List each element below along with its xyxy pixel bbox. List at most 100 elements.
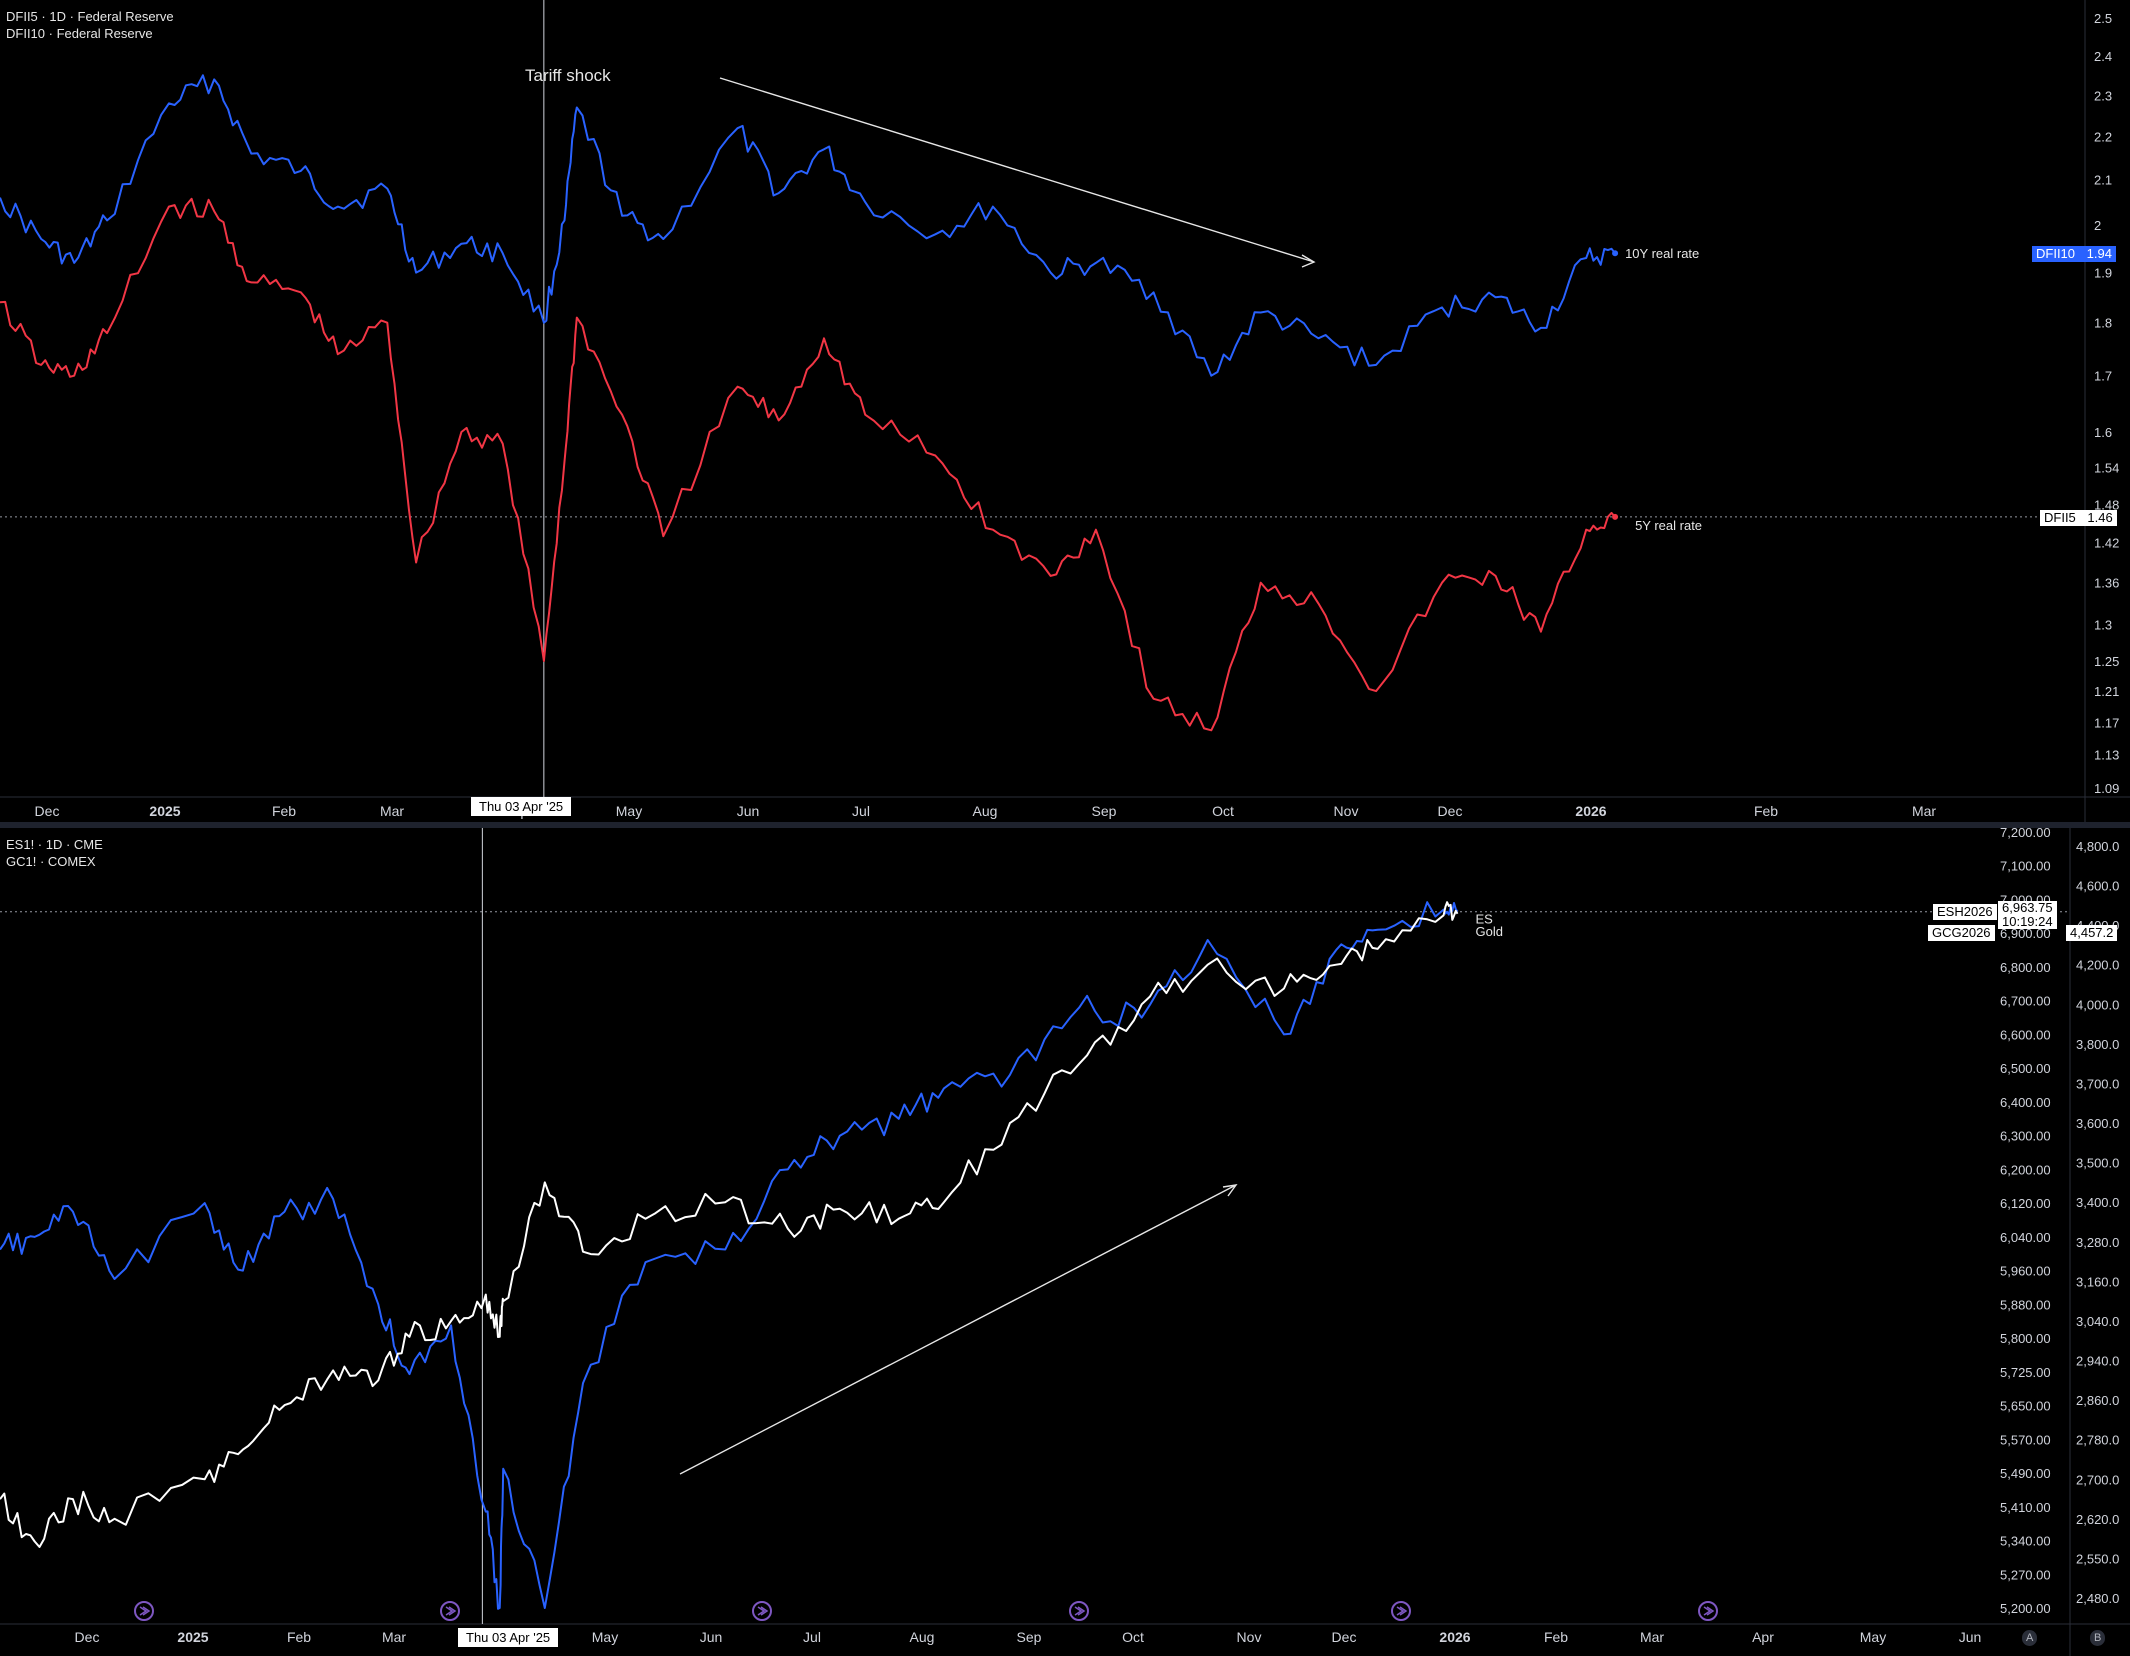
bottom-left-y-tick-23: 5,200.00 — [2000, 1601, 2051, 1616]
bottom-series-label-1: Gold — [1476, 924, 1503, 939]
bottom-x-tick-18: Jun — [1959, 1629, 1982, 1645]
bottom-right-y-tick-3: 4,200.0 — [2076, 958, 2119, 973]
dfii10-symbol: DFII10 — [2036, 246, 2076, 261]
top-x-tick-8: Aug — [973, 803, 998, 819]
bottom-right-y-tick-19: 2,480.0 — [2076, 1591, 2119, 1606]
bottom-x-tick-12: Dec — [1332, 1629, 1357, 1645]
legend-es: ES1! · 1D · CME — [6, 837, 103, 852]
series-line-es — [0, 901, 1459, 1610]
bottom-right-y-tick-6: 3,700.0 — [2076, 1076, 2119, 1091]
top-y-tick-0: 2.5 — [2094, 11, 2112, 26]
series-endpoint-1 — [1612, 513, 1619, 520]
event-marker-icon-3[interactable] — [1069, 1601, 1089, 1621]
bottom-left-y-tick-15: 5,800.00 — [2000, 1331, 2051, 1346]
bottom-series-label-0: ES — [1476, 912, 1494, 927]
bottom-right-y-tick-9: 3,400.0 — [2076, 1195, 2119, 1210]
series-line-dfii10 — [0, 74, 1616, 377]
bottom-right-y-tick-17: 2,620.0 — [2076, 1512, 2119, 1527]
dfii5-value: 1.46 — [2087, 510, 2113, 525]
bottom-left-y-tick-4: 6,800.00 — [2000, 960, 2051, 975]
top-y-tick-8: 1.7 — [2094, 369, 2112, 384]
bottom-crosshair-date: Thu 03 Apr '25 — [458, 1628, 559, 1647]
bottom-x-tick-10: Oct — [1122, 1629, 1144, 1645]
bottom-x-tick-14: Feb — [1544, 1629, 1568, 1645]
es-gold-chart[interactable]: 7,200.007,100.007,000.006,900.006,800.00… — [0, 828, 2130, 1656]
es-symbol-tag: ESH2026 — [1932, 903, 1998, 921]
bottom-left-y-tick-9: 6,300.00 — [2000, 1129, 2051, 1144]
top-x-tick-12: Dec — [1438, 803, 1463, 819]
bottom-left-y-tick-6: 6,600.00 — [2000, 1027, 2051, 1042]
event-marker-icon-4[interactable] — [1391, 1601, 1411, 1621]
es-price-tag: 6,963.75 10:19:24 — [1998, 901, 2057, 929]
bottom-left-y-tick-1: 7,100.00 — [2000, 859, 2051, 874]
gc-symbol-tag: GCG2026 — [1928, 925, 1995, 941]
legend-gc: GC1! · COMEX — [6, 854, 96, 869]
bottom-right-y-tick-10: 3,280.0 — [2076, 1235, 2119, 1250]
bottom-left-y-tick-16: 5,725.00 — [2000, 1365, 2051, 1380]
bottom-x-tick-9: Sep — [1017, 1629, 1042, 1645]
bottom-left-y-tick-10: 6,200.00 — [2000, 1162, 2051, 1177]
gc-price-tag: 4,457.2 — [2066, 925, 2118, 941]
top-x-tick-14: Feb — [1754, 803, 1778, 819]
bottom-left-y-tick-12: 6,040.00 — [2000, 1230, 2051, 1245]
bottom-trend-arrowhead — [1222, 1184, 1238, 1197]
top-x-tick-5: May — [616, 803, 642, 819]
bottom-right-y-tick-8: 3,500.0 — [2076, 1156, 2119, 1171]
es-price-value: 6,963.75 — [2002, 900, 2053, 915]
bottom-right-y-tick-12: 3,040.0 — [2076, 1314, 2119, 1329]
top-y-tick-10: 1.54 — [2094, 460, 2119, 475]
bottom-left-y-tick-17: 5,650.00 — [2000, 1399, 2051, 1414]
bottom-x-tick-1: 2025 — [177, 1629, 208, 1645]
bottom-left-y-tick-0: 7,200.00 — [2000, 828, 2051, 840]
bottom-legend: ES1! · 1D · CME GC1! · COMEX — [6, 836, 103, 870]
top-chart-pane[interactable]: 2.5 2.4 2.3 2.2 2.1 2 1.9 1.8 1.7 1.6 1.54 1.48 1.42… — [0, 0, 2130, 822]
top-x-tick-2: Feb — [272, 803, 296, 819]
bottom-right-y-tick-18: 2,550.0 — [2076, 1551, 2119, 1566]
bottom-left-y-tick-13: 5,960.00 — [2000, 1264, 2051, 1279]
series-label-0: 10Y real rate — [1625, 246, 1699, 261]
bottom-x-tick-13: 2026 — [1439, 1629, 1470, 1645]
bottom-x-tick-7: Jul — [803, 1629, 821, 1645]
top-x-tick-11: Nov — [1334, 803, 1359, 819]
bottom-x-tick-2: Feb — [287, 1629, 311, 1645]
bottom-right-y-tick-7: 3,600.0 — [2076, 1116, 2119, 1131]
top-legend: DFII5 · 1D · Federal Reserve DFII10 · Fe… — [6, 8, 174, 42]
event-marker-icon-5[interactable] — [1698, 1601, 1718, 1621]
bottom-right-y-tick-0: 4,800.0 — [2076, 839, 2119, 854]
button-b[interactable]: B — [2090, 1630, 2106, 1646]
bottom-x-tick-17: May — [1860, 1629, 1886, 1645]
top-x-tick-10: Oct — [1212, 803, 1234, 819]
top-x-tick-9: Sep — [1092, 803, 1117, 819]
dfii10-value: 1.94 — [2086, 246, 2112, 261]
top-y-tick-16: 1.21 — [2094, 684, 2119, 699]
bottom-x-tick-5: May — [592, 1629, 618, 1645]
top-x-tick-13: 2026 — [1575, 803, 1606, 819]
top-y-tick-1: 2.4 — [2094, 49, 2112, 64]
event-marker-icon-1[interactable] — [440, 1601, 460, 1621]
bottom-left-y-tick-8: 6,400.00 — [2000, 1095, 2051, 1110]
bottom-chart-pane[interactable]: 7,200.00 7,100.00 7,000.00 6,900.00 6,800.00… — [0, 828, 2130, 1656]
top-x-tick-1: 2025 — [149, 803, 180, 819]
bottom-x-tick-6: Jun — [700, 1629, 723, 1645]
top-trend-arrow — [719, 77, 1315, 263]
bottom-x-tick-15: Mar — [1640, 1629, 1664, 1645]
top-y-tick-17: 1.17 — [2094, 715, 2119, 730]
dfii5-price-tag: DFII5 1.46 — [2040, 510, 2117, 526]
top-crosshair-date: Thu 03 Apr '25 — [471, 797, 572, 816]
top-x-tick-3: Mar — [380, 803, 404, 819]
event-marker-icon-2[interactable] — [752, 1601, 772, 1621]
event-marker-icon-0[interactable] — [134, 1601, 154, 1621]
real-rates-chart[interactable]: 2.5 2.4 2.3 2.2 2.1 2 1.9 1.8 1.7 1.6 1.54 1.48 1.42… — [0, 0, 2130, 822]
series-line-dfii5 — [0, 197, 1616, 732]
series-line-gold — [0, 901, 1459, 1548]
legend-dfii5: DFII5 · 1D · Federal Reserve — [6, 9, 174, 24]
bottom-left-y-tick-20: 5,410.00 — [2000, 1500, 2051, 1515]
bottom-right-y-tick-5: 3,800.0 — [2076, 1037, 2119, 1052]
button-a[interactable]: A — [2022, 1630, 2038, 1646]
bottom-left-y-tick-3: 6,900.00 — [2000, 926, 2051, 941]
top-y-tick-18: 1.13 — [2094, 748, 2119, 763]
top-y-tick-9: 1.6 — [2094, 425, 2112, 440]
bottom-left-y-tick-11: 6,120.00 — [2000, 1196, 2051, 1211]
top-y-tick-11: 1.48 — [2094, 497, 2119, 512]
pane-separator[interactable] — [0, 822, 2130, 828]
